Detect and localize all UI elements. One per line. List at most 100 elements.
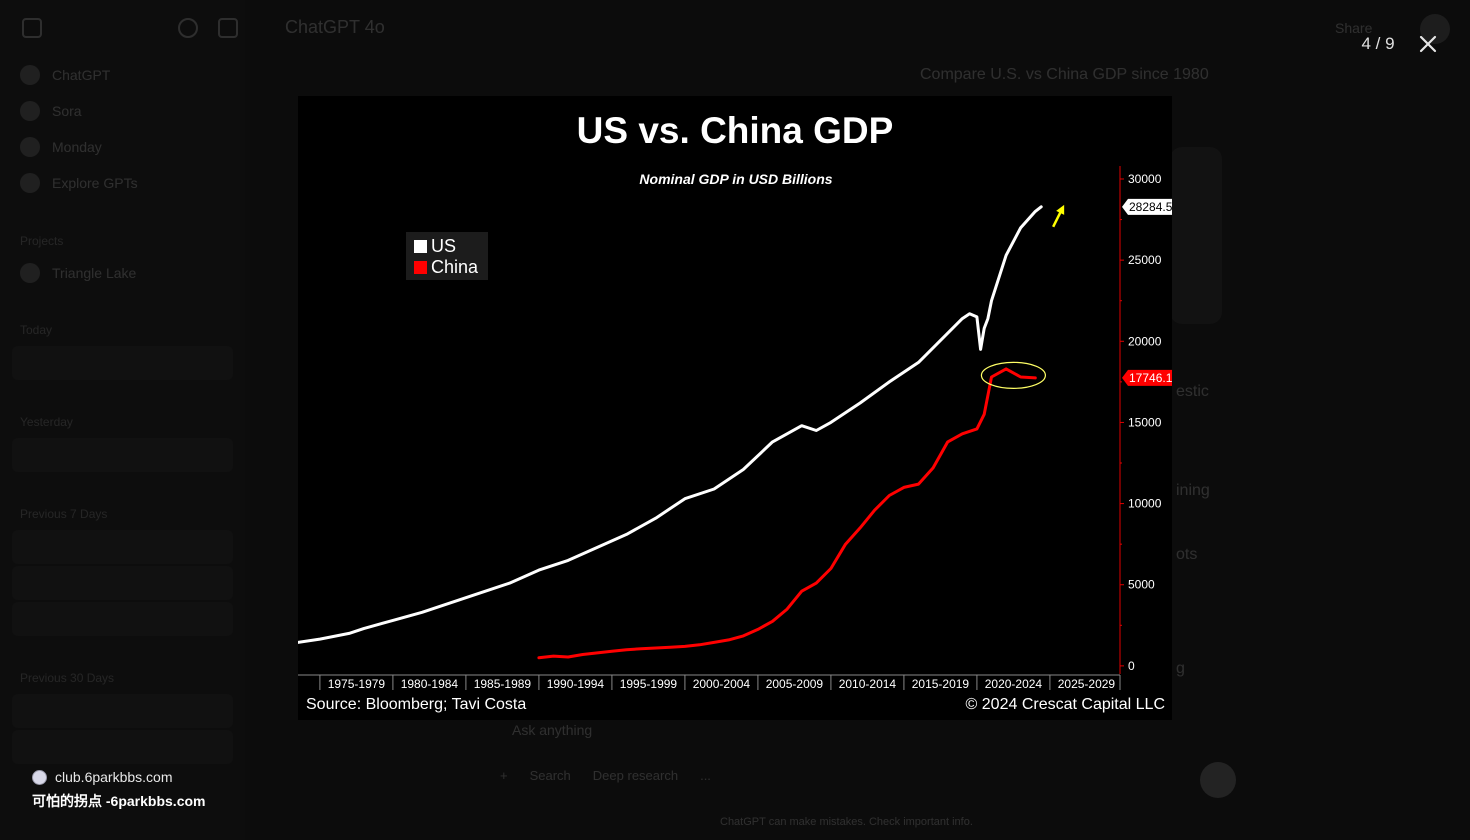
search-button[interactable]: Search [529, 768, 571, 783]
response-text-fragment: ots [1176, 546, 1198, 563]
message-card [1170, 147, 1222, 324]
series-lines [298, 205, 1043, 660]
chart-image: 0 5000 10000 15000 20000 25000 30000 1975-1979 1… [298, 96, 1172, 720]
sidebar-item-monday[interactable]: Monday [20, 136, 102, 158]
y-tick-label: 15000 [1128, 415, 1162, 429]
x-tick-label: 2020-2024 [985, 677, 1043, 691]
share-button[interactable]: Share [1335, 20, 1373, 36]
sidebar-toggle-icon[interactable] [22, 18, 42, 38]
sora-icon [20, 101, 40, 121]
globe-icon [32, 769, 47, 785]
sidebar-item-label: Sora [52, 103, 82, 119]
history-item[interactable] [12, 346, 233, 380]
x-tick-label: 1980-1984 [401, 677, 459, 691]
sidebar-item-sora[interactable]: Sora [20, 100, 82, 122]
today-heading: Today [20, 323, 53, 337]
new-chat-icon[interactable] [218, 18, 238, 38]
history-item[interactable] [12, 438, 233, 472]
response-text-fragment: estic [1176, 383, 1209, 400]
watermark-site: club.6parkbbs.com [32, 769, 173, 785]
attach-button[interactable]: + [500, 768, 508, 783]
arrow-head [1056, 204, 1065, 215]
series-line-china [537, 367, 1037, 660]
x-tick-label: 1995-1999 [620, 677, 678, 691]
legend-label: China [431, 257, 479, 277]
history-item[interactable] [12, 730, 233, 764]
arrow-shaft [1052, 210, 1063, 228]
yesterday-heading: Yesterday [20, 415, 73, 429]
last-value-label: 28284.50 [1129, 200, 1172, 214]
series-line-us [298, 205, 1043, 644]
last-value-badge [1122, 369, 1172, 386]
y-tick-label: 0 [1128, 659, 1135, 673]
model-selector[interactable]: ChatGPT 4o [285, 17, 385, 37]
x-tick-label: 2000-2004 [693, 677, 751, 691]
chart-source: Source: Bloomberg; Tavi Costa [306, 696, 527, 713]
input-toolbar: + Search Deep research ... [500, 768, 711, 783]
sidebar-item-explore-gpts[interactable]: Explore GPTs [20, 172, 138, 194]
value-labels: 28284.50 17746.16 [1122, 198, 1172, 386]
legend-swatch-china [414, 261, 427, 274]
previous-30-days-heading: Previous 30 Days [20, 671, 115, 685]
sidebar: ChatGPT Sora Monday Explore GPTs Project… [0, 0, 245, 840]
y-tick-label: 25000 [1128, 253, 1162, 267]
close-icon[interactable] [1414, 30, 1442, 58]
last-value-label: 17746.16 [1129, 371, 1172, 385]
history-item[interactable] [12, 602, 233, 636]
projects-heading: Projects [20, 234, 64, 248]
folder-icon [20, 263, 40, 283]
disclaimer-footer: ChatGPT can make mistakes. Check importa… [720, 816, 973, 828]
search-icon[interactable] [178, 18, 198, 38]
legend: US China [406, 232, 488, 280]
history-item[interactable] [12, 566, 233, 600]
sidebar-item-project[interactable]: Triangle Lake [20, 262, 136, 284]
chart-copyright: © 2024 Crescat Capital LLC [965, 696, 1165, 713]
image-counter: 4 / 9 [1361, 34, 1395, 53]
sidebar-item-chatgpt[interactable]: ChatGPT [20, 64, 110, 86]
sidebar-item-label: Explore GPTs [52, 175, 138, 191]
x-tick-label: 2005-2009 [766, 677, 824, 691]
x-tick-label: 2015-2019 [912, 677, 970, 691]
more-tools-button[interactable]: ... [700, 768, 711, 783]
watermark-title: 可怕的拐点 -6parkbbs.com [32, 793, 206, 809]
y-tick-label: 5000 [1128, 578, 1155, 592]
axes: 0 5000 10000 15000 20000 25000 30000 1975-1979 1… [298, 166, 1162, 691]
sidebar-item-label: ChatGPT [52, 67, 111, 83]
response-text-fragment: g [1176, 660, 1185, 677]
legend-label: US [431, 236, 457, 256]
x-tick-label: 2025-2029 [1058, 677, 1116, 691]
previous-7-days-heading: Previous 7 Days [20, 507, 108, 521]
annotations [980, 204, 1065, 389]
x-tick-label: 1985-1989 [474, 677, 532, 691]
chart-subtitle: Nominal GDP in USD Billions [639, 171, 833, 187]
avatar[interactable] [1420, 14, 1450, 44]
prompt-input[interactable]: Ask anything [512, 722, 593, 738]
chart-title: US vs. China GDP [576, 110, 894, 151]
watermark-site-text: club.6parkbbs.com [55, 769, 173, 785]
sidebar-item-label: Triangle Lake [52, 265, 137, 281]
legend-item-china: China [414, 257, 480, 278]
y-tick-label: 10000 [1128, 497, 1162, 511]
last-value-badge [1122, 198, 1172, 215]
voice-mode-button[interactable] [1200, 762, 1236, 798]
legend-swatch-us [414, 240, 427, 253]
response-text-fragment: ining [1176, 482, 1210, 499]
deep-research-button[interactable]: Deep research [592, 768, 679, 783]
monday-icon [20, 137, 40, 157]
y-tick-label: 30000 [1128, 172, 1162, 186]
user-message: Compare U.S. vs China GDP since 1980 [920, 66, 1209, 83]
history-item[interactable] [12, 694, 233, 728]
grid-icon [20, 173, 40, 193]
y-tick-label: 20000 [1128, 334, 1162, 348]
chart-canvas: 0 5000 10000 15000 20000 25000 30000 1975-1979 1… [298, 166, 1172, 691]
x-tick-label: 2010-2014 [839, 677, 897, 691]
history-item[interactable] [12, 530, 233, 564]
legend-item-us: US [414, 236, 480, 257]
chatgpt-icon [20, 65, 40, 85]
x-tick-label: 1975-1979 [328, 677, 386, 691]
x-tick-label: 1990-1994 [547, 677, 605, 691]
highlight-ellipse [980, 361, 1047, 389]
sidebar-item-label: Monday [52, 139, 102, 155]
